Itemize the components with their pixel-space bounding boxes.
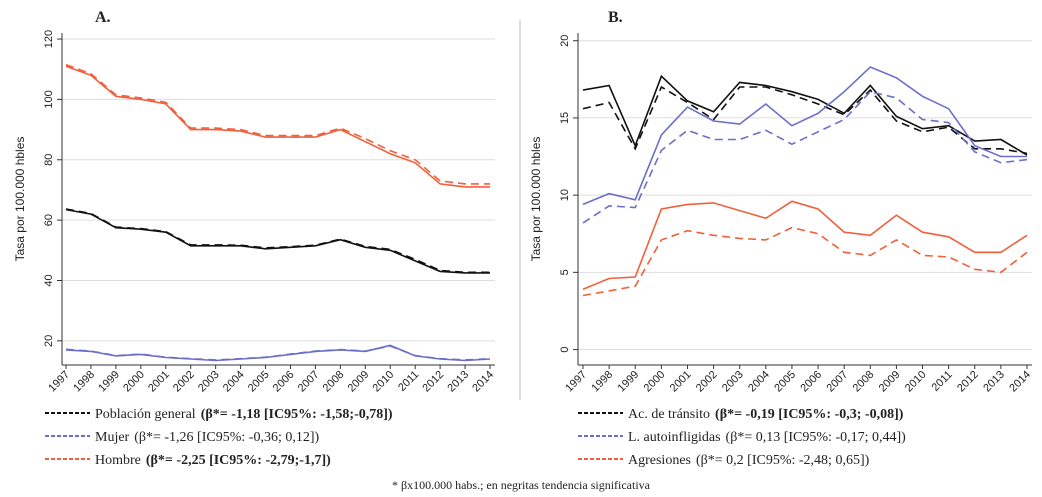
- y-tick-label: 40: [43, 274, 55, 286]
- y-tick-label: 100: [43, 90, 55, 108]
- trend-line: [65, 208, 490, 274]
- legend-stat: (β*= -2,25 [IC95%: -2,79;-1,7]): [146, 453, 331, 468]
- x-tick-label: 2006: [798, 369, 824, 395]
- panel-title: B.: [608, 9, 623, 26]
- footnote: * βx100.000 habs.; en negritas tendencia…: [392, 478, 651, 492]
- legend-stat: (β*= -1,18 [IC95%: -1,58;-0,78]): [201, 407, 393, 422]
- x-tick-label: 2008: [321, 369, 347, 395]
- legend-stat: (β*= 0,13 [IC95%: -0,17; 0,44]): [726, 430, 907, 445]
- x-tick-label: 2009: [346, 369, 372, 395]
- y-tick-label: 0: [559, 346, 571, 352]
- x-tick-label: 2002: [694, 369, 720, 395]
- x-tick-label: 2002: [171, 369, 197, 395]
- series-line: [582, 66, 1027, 206]
- x-tick-label: 2013: [445, 369, 471, 395]
- legend-name: Hombre: [95, 453, 141, 468]
- x-tick-label: 2012: [420, 369, 446, 395]
- x-tick-label: 2009: [877, 369, 903, 395]
- x-tick-label: 1999: [96, 369, 122, 395]
- x-tick-label: 2001: [668, 369, 694, 395]
- y-tick-label: 5: [559, 269, 571, 275]
- x-tick-label: 2004: [746, 369, 772, 395]
- x-tick-label: 1998: [589, 369, 615, 395]
- x-tick-label: 2007: [296, 369, 322, 395]
- legend-entry: Ac. de tránsito (β*= -0,19 [IC95%: -0,3; …: [628, 407, 904, 422]
- series-line: [582, 200, 1028, 291]
- legend-entry: L. autoinfligidas (β*= 0,13 [IC95%: -0,17…: [628, 430, 906, 445]
- x-tick-label: 2000: [121, 369, 147, 395]
- legend-name: Población general: [95, 407, 196, 422]
- legend-stat: (β*= -1,26 [IC95%: -0,36; 0,12]): [134, 430, 319, 445]
- x-tick-label: 2011: [396, 369, 421, 394]
- x-tick-label: 2003: [720, 369, 746, 395]
- panel-title: A.: [95, 9, 111, 26]
- x-tick-label: 2010: [371, 369, 397, 395]
- legend-entry: Mujer (β*= -1,26 [IC95%: -0,36; 0,12]): [95, 430, 319, 445]
- x-tick-label: 2005: [246, 369, 272, 395]
- x-tick-label: 2011: [930, 369, 955, 394]
- x-tick-label: 2012: [955, 369, 981, 395]
- legend-name: Agresiones: [628, 453, 691, 468]
- x-tick-label: 1998: [71, 369, 97, 395]
- legend-name: L. autoinfligidas: [628, 430, 721, 445]
- y-axis-label: Tasa por 100.000 hbles: [13, 137, 27, 262]
- x-tick-label: 1997: [46, 369, 72, 395]
- x-tick-label: 2008: [851, 369, 877, 395]
- legend-stat: (β*= -0,19 [IC95%: -0,3; -0,08]): [715, 407, 904, 422]
- y-tick-label: 20: [43, 335, 55, 347]
- x-tick-label: 2013: [981, 369, 1007, 395]
- legend-name: Mujer: [95, 430, 130, 445]
- legend-name: Ac. de tránsito: [628, 407, 710, 422]
- x-tick-label: 2004: [221, 369, 247, 395]
- y-tick-label: 20: [559, 35, 571, 47]
- x-tick-label: 2003: [196, 369, 222, 395]
- x-tick-label: 2014: [1007, 369, 1033, 395]
- x-tick-label: 1999: [616, 369, 642, 395]
- x-tick-label: 2007: [824, 369, 850, 395]
- y-tick-label: 80: [43, 154, 55, 166]
- legend-entry: Población general (β*= -1,18 [IC95%: -1,5…: [95, 407, 393, 422]
- x-tick-label: 1997: [563, 369, 589, 395]
- legend-stat: (β*= 0,2 [IC95%: -2,48; 0,65]): [696, 453, 870, 468]
- y-axis-label: Tasa por 100.000 hbles: [529, 137, 543, 262]
- x-tick-label: 2005: [772, 369, 798, 395]
- trend-line: [582, 90, 1028, 224]
- series-line: [582, 74, 1028, 156]
- series-line: [65, 208, 490, 274]
- x-tick-label: 2014: [470, 369, 496, 395]
- legend-entry: Agresiones (β*= 0,2 [IC95%: -2,48; 0,65]): [628, 453, 870, 468]
- series-line: [65, 344, 491, 362]
- x-tick-label: 2006: [271, 369, 297, 395]
- y-tick-label: 60: [43, 214, 55, 226]
- x-tick-label: 2001: [146, 369, 172, 395]
- trend-line: [582, 85, 1028, 155]
- y-tick-label: 10: [559, 189, 571, 201]
- trend-line: [65, 63, 490, 185]
- legend-entry: Hombre (β*= -2,25 [IC95%: -2,79;-1,7]): [95, 453, 331, 468]
- trend-line: [65, 345, 491, 361]
- trend-line: [582, 226, 1028, 297]
- y-tick-label: 120: [43, 30, 55, 48]
- x-tick-label: 2000: [642, 369, 668, 395]
- y-tick-label: 15: [559, 112, 571, 124]
- x-tick-label: 2010: [903, 369, 929, 395]
- series-line: [65, 65, 490, 188]
